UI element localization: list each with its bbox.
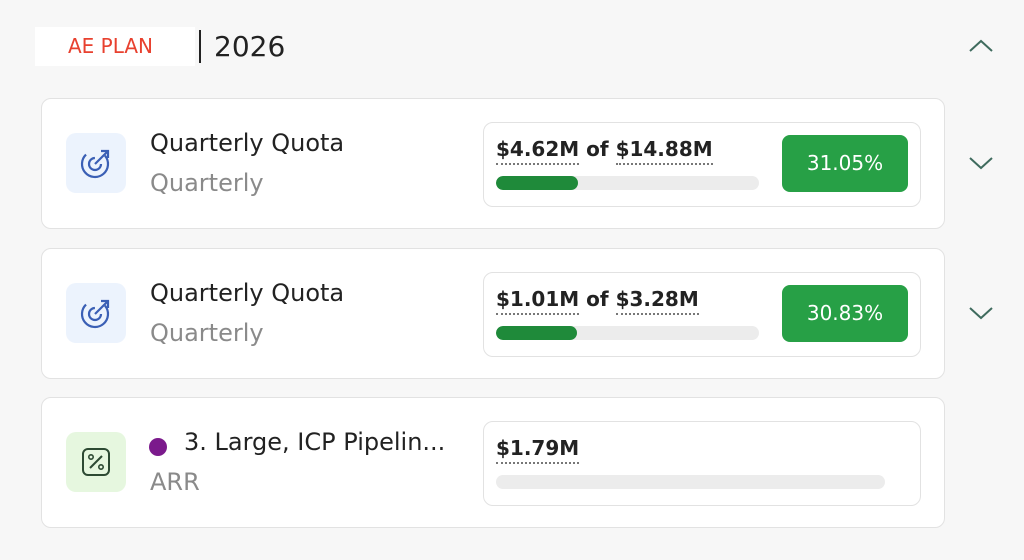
amount: $4.62M of $14.88M [496,137,713,165]
current-value: $1.01M [496,287,580,315]
of-text: of [586,137,609,161]
progress-panel: $1.79M [483,421,921,506]
progress-track [496,475,885,489]
target-value: $3.28M [615,287,699,315]
status-dot [149,438,167,456]
progress-panel: $1.01M of $3.28M 30.83% [483,272,921,357]
progress-track [496,326,759,340]
metric-icon [66,283,126,343]
progress-fill [496,176,578,190]
metric-icon [66,133,126,193]
separator [199,30,201,63]
of-text: of [586,287,609,311]
icon-graphic [82,448,110,476]
expand-button[interactable] [966,303,996,323]
metric-period: Quarterly [150,319,264,347]
current-value: $4.62M [496,137,580,165]
expand-button[interactable] [966,153,996,173]
metric-icon [66,432,126,492]
plan-year: 2026 [214,30,286,63]
current-value: $1.79M [496,436,580,464]
amount: $1.79M [496,436,580,464]
metric-period: Quarterly [150,169,264,197]
metric-title: Quarterly Quota [150,129,345,157]
metric-card: Quarterly Quota Quarterly $1.01M of $3.28M… [41,248,945,379]
icon-graphic [80,149,110,179]
metric-title: 3. Large, ICP Pipelin... [184,428,446,456]
metric-card: Quarterly Quota Quarterly $4.62M of $14.88… [41,98,945,229]
progress-fill [496,326,578,340]
percent-badge: 31.05% [782,135,908,192]
collapse-button[interactable] [966,36,996,56]
metric-period: ARR [150,468,200,496]
plan-label: AE PLAN [35,27,195,66]
target-value: $14.88M [615,137,713,165]
percent-badge: 30.83% [782,285,908,342]
metric-title: Quarterly Quota [150,279,345,307]
metric-card: 3. Large, ICP Pipelin... ARR $1.79M [41,397,945,528]
progress-panel: $4.62M of $14.88M 31.05% [483,122,921,207]
icon-graphic [80,299,110,329]
amount: $1.01M of $3.28M [496,287,699,315]
progress-track [496,176,759,190]
